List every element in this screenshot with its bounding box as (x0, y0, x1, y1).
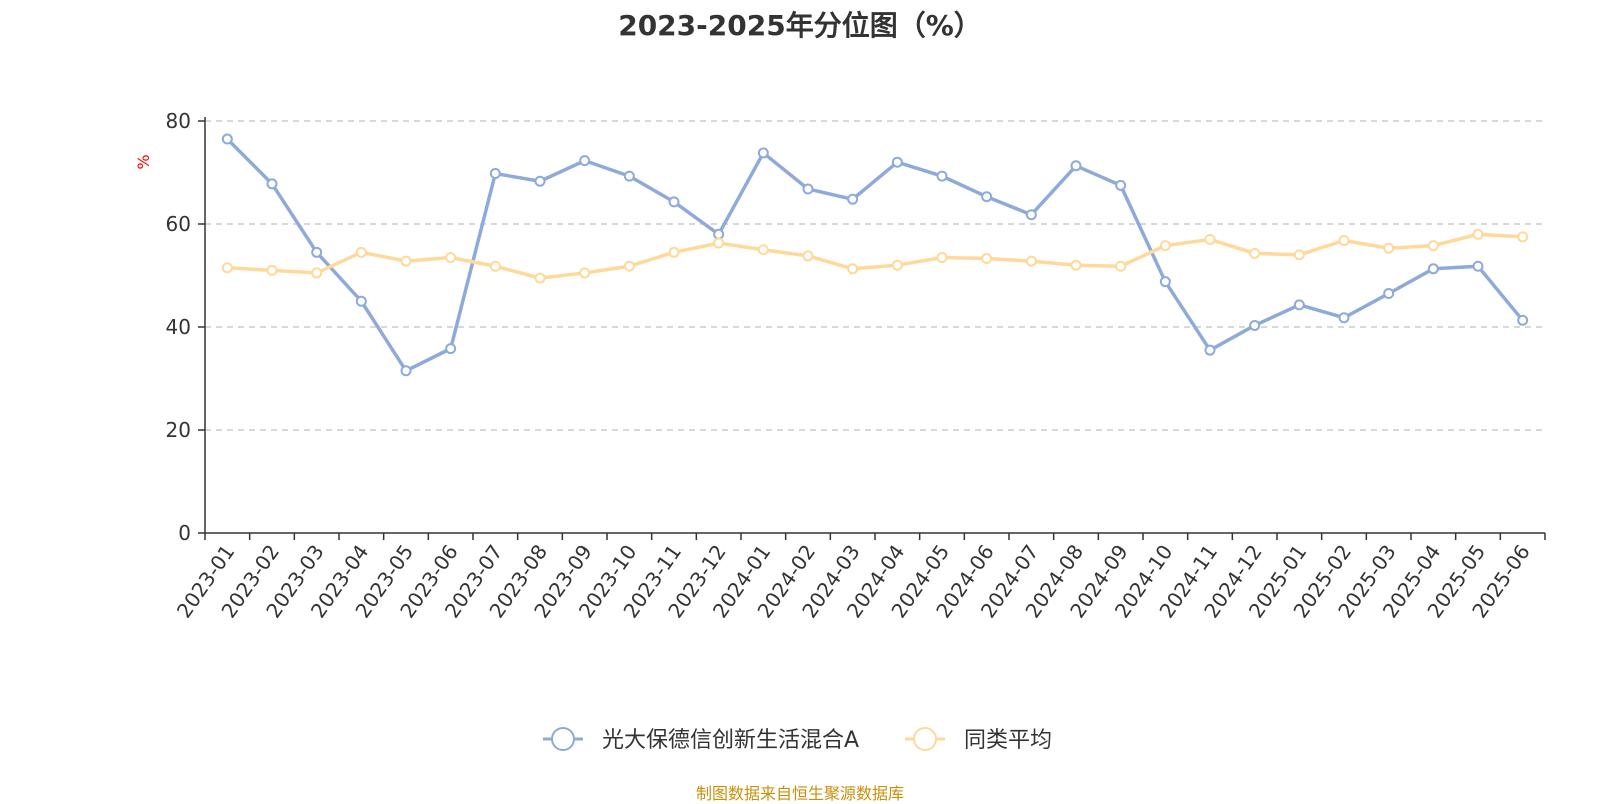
data-point (1472, 228, 1484, 240)
data-point (579, 267, 591, 279)
data-point (981, 253, 993, 265)
chart-title: 2023-2025年分位图（%） (618, 9, 982, 42)
data-point (221, 262, 233, 274)
data-point (936, 251, 948, 263)
data-point (757, 147, 769, 159)
data-point (1472, 260, 1484, 272)
data-point (1249, 319, 1261, 331)
data-point (489, 168, 501, 180)
y-tick-label: 20 (166, 418, 191, 442)
data-point (668, 196, 680, 208)
legend[interactable]: 光大保德信创新生活混合A 同类平均 (543, 727, 1052, 753)
data-point (623, 170, 635, 182)
legend-item[interactable]: 同类平均 (905, 727, 1052, 753)
data-point (1293, 249, 1305, 261)
data-point (1070, 160, 1082, 172)
data-point (400, 255, 412, 267)
data-point (311, 267, 323, 279)
grid-lines (205, 120, 1545, 431)
data-point (1338, 234, 1350, 246)
data-point (891, 259, 903, 271)
data-point (1159, 276, 1171, 288)
legend-label: 同类平均 (964, 728, 1052, 753)
y-axis-label: % (134, 154, 153, 169)
series-line (227, 232, 1523, 280)
legend-label: 光大保德信创新生活混合A (602, 728, 859, 753)
data-point (534, 272, 546, 284)
data-point (266, 178, 278, 190)
data-point (713, 237, 725, 249)
data-point (1025, 255, 1037, 267)
legend-item[interactable]: 光大保德信创新生活混合A (543, 727, 859, 753)
data-point (936, 170, 948, 182)
data-point (534, 175, 546, 187)
data-point (445, 251, 457, 263)
data-point (1517, 231, 1529, 243)
legend-marker (551, 727, 575, 751)
data-point (1383, 288, 1395, 300)
data-point (891, 156, 903, 168)
data-point (1249, 247, 1261, 259)
data-point (668, 246, 680, 258)
y-tick-label: 40 (166, 315, 191, 339)
data-point (623, 260, 635, 272)
data-point (445, 343, 457, 355)
data-point (355, 295, 367, 307)
data-point (579, 155, 591, 167)
data-point (1204, 233, 1216, 245)
data-point (1025, 209, 1037, 221)
data-point (1427, 263, 1439, 275)
axes: 020406080%2023-012023-022023-032023-0420… (134, 109, 1546, 622)
data-point (1517, 314, 1529, 326)
data-point (1159, 240, 1171, 252)
data-point (802, 250, 814, 262)
data-point (1338, 312, 1350, 324)
data-point (266, 264, 278, 276)
data-point (1070, 259, 1082, 271)
data-point (400, 365, 412, 377)
data-point (757, 244, 769, 256)
data-point (802, 183, 814, 195)
series-line (226, 137, 1525, 373)
data-point (981, 191, 993, 203)
data-point (1293, 299, 1305, 311)
data-point (713, 228, 725, 240)
data-point (311, 246, 323, 258)
data-point (489, 260, 501, 272)
data-point (847, 193, 859, 205)
series-lines (221, 133, 1529, 377)
y-tick-label: 60 (166, 212, 191, 236)
data-point (1427, 240, 1439, 252)
source-note: 制图数据来自恒生聚源数据库 (695, 784, 904, 803)
legend-marker (913, 727, 937, 751)
data-point (847, 263, 859, 275)
y-tick-label: 80 (166, 109, 191, 133)
data-point (221, 133, 233, 145)
data-point (1204, 344, 1216, 356)
data-point (355, 246, 367, 258)
data-point (1115, 260, 1127, 272)
data-point (1115, 179, 1127, 191)
y-tick-label: 0 (178, 521, 191, 545)
data-point (1383, 242, 1395, 254)
